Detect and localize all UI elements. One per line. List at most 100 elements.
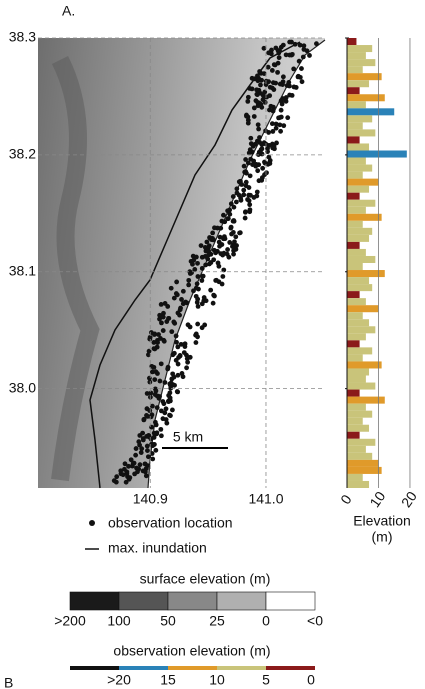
colorbar-label: 0 [262,613,270,629]
observation-dot [158,336,163,341]
observation-dot [255,103,261,109]
bar [347,480,370,488]
observation-dot [190,261,195,267]
observation-dot [203,298,209,304]
bar [347,291,360,299]
observation-dot [161,338,167,344]
observation-dot [249,86,255,92]
observation-dot [150,456,156,462]
colorbar-segment [217,666,266,670]
observation-dot [228,201,234,207]
observation-dot [141,416,147,422]
observation-dot [157,378,163,384]
bar [347,417,363,425]
observation-dot [170,407,175,413]
colorbar-label: 25 [209,613,225,629]
observation-dot [158,301,164,307]
observation-dot [149,403,155,409]
observation-dot [126,463,131,469]
observation-dot [153,447,159,453]
observation-dot [168,380,174,386]
observation-dot [253,98,259,104]
observation-dot [144,443,150,449]
observation-dot [143,473,149,479]
bar [347,45,373,53]
observation-dot [225,216,231,222]
observation-dot [273,121,279,127]
observation-dot [152,392,158,397]
observation-dot [178,305,183,311]
bar [347,115,373,123]
bar [347,206,366,214]
observation-dot [176,355,181,360]
bar [347,473,363,481]
legend-label: max. inundation [108,540,207,556]
observation-dot [208,287,214,293]
observation-dot [199,265,205,271]
observation-dot [217,243,222,249]
observation-dot [217,234,223,240]
observation-dot [173,291,179,296]
observation-dot [186,282,192,288]
observation-dot [297,42,303,48]
observation-dot [220,252,226,258]
colorbar-label: >200 [54,613,86,629]
observation-dot [185,359,191,365]
bar [347,445,366,453]
observation-dot [144,406,150,412]
observation-dot [275,69,280,75]
observation-dot [124,469,130,475]
observation-dot [157,394,162,399]
bar [347,354,363,362]
observation-dot [299,79,305,85]
observation-dot [210,235,215,241]
colorbar-segment [265,591,316,611]
observation-dot [150,443,156,449]
observation-dot [256,87,262,93]
observation-dot [271,62,277,68]
map [38,38,326,489]
observation-dot [230,194,236,199]
colorbar-label: 15 [160,672,176,688]
observation-dot [296,58,302,64]
bar [347,157,366,165]
observation-dot [199,278,205,283]
panel-label: A. [62,3,75,19]
observation-dot [277,48,282,54]
observation-dot [193,285,199,291]
colorbar-segment [266,666,315,670]
observation-dot [151,346,157,352]
observation-dot [293,85,299,90]
observation-dot [232,239,237,245]
observation-dot [270,129,276,134]
observation-dot [278,128,284,134]
bar [347,178,379,186]
bar [347,431,360,439]
colorbar-segment [168,666,217,670]
bar [347,410,373,418]
observation-dot [283,98,289,104]
observation-dot [260,165,266,171]
observation-dot [163,406,169,412]
observation-dot [195,321,201,327]
observation-dot [140,436,146,441]
observation-dot [160,314,166,320]
observation-dot [172,382,177,388]
observation-dot [171,374,177,380]
bar [347,438,376,446]
observation-dot [138,450,144,455]
bar [347,171,363,179]
observation-dot [254,189,260,195]
bar [347,248,366,256]
bar [347,312,363,320]
observation-dot [255,73,260,79]
observation-dot [192,267,198,272]
observation-dot [168,285,174,291]
observation-dot [255,122,261,128]
observation-dot [267,107,272,113]
observation-dot [118,468,124,474]
observation-dot [222,236,228,242]
observation-dot [245,98,251,104]
observation-dot [195,260,200,266]
